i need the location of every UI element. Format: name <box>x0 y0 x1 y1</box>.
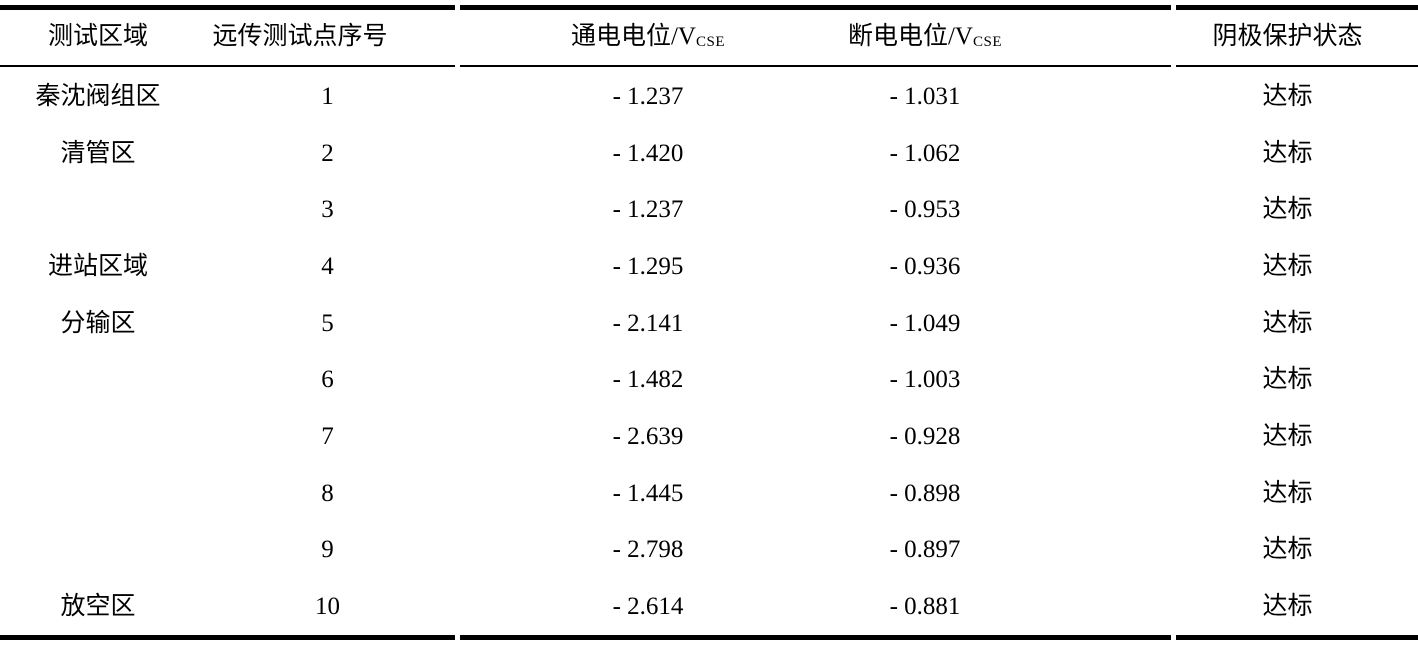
cell-point-number: 7 <box>321 422 334 450</box>
cell-test-area: 放空区 <box>60 593 136 621</box>
cell-cp-status: 达标 <box>1262 82 1313 110</box>
cell-point-number: 1 <box>321 82 334 110</box>
header-text: 通电电位/V <box>570 23 696 50</box>
cell-off-potential: - 1.031 <box>889 82 961 110</box>
cell-off-potential: - 0.881 <box>889 593 961 621</box>
rule-segment <box>0 5 455 10</box>
table-row: 分输区 5 - 2.141 - 1.049 达标 <box>0 295 1418 352</box>
cell-test-area <box>0 522 196 579</box>
cell-point-number: 10 <box>315 593 340 621</box>
cell-off-potential: - 0.953 <box>889 196 961 224</box>
cell-test-area <box>0 465 196 522</box>
cell-on-potential: - 1.237 <box>612 196 684 224</box>
cell-off-potential: - 0.898 <box>889 479 961 507</box>
cell-test-area <box>0 408 196 465</box>
cell-point-number: 5 <box>321 309 334 337</box>
cell-cp-status: 达标 <box>1262 139 1313 167</box>
cell-test-area: 分输区 <box>60 309 136 337</box>
cell-point-number: 3 <box>321 196 334 224</box>
cell-off-potential: - 0.936 <box>889 252 961 280</box>
cell-point-number: 8 <box>321 479 334 507</box>
table-header-rule <box>0 65 1418 67</box>
cell-on-potential: - 1.295 <box>612 252 684 280</box>
cell-off-potential: - 1.062 <box>889 139 961 167</box>
cell-test-area <box>0 351 196 408</box>
cell-cp-status: 达标 <box>1262 366 1313 394</box>
cell-cp-status: 达标 <box>1262 593 1313 621</box>
rule-segment <box>0 635 455 640</box>
rule-segment <box>1176 5 1418 10</box>
cell-on-potential: - 2.614 <box>612 593 684 621</box>
cell-on-potential: - 1.237 <box>612 82 684 110</box>
cell-point-number: 2 <box>321 139 334 167</box>
cell-on-potential: - 1.445 <box>612 479 684 507</box>
cell-test-area: 进站区域 <box>47 252 148 280</box>
column-header-point-number: 远传测试点序号 <box>212 23 388 50</box>
column-header-test-area: 测试区域 <box>47 23 148 50</box>
table-header-row: 测试区域 远传测试点序号 通电电位/V CSE 断电电位/V CSE 阴极保护状态 <box>0 8 1418 65</box>
cell-cp-status: 达标 <box>1262 196 1313 224</box>
cell-cp-status: 达标 <box>1262 252 1313 280</box>
table-row: 放空区 10 - 2.614 - 0.881 达标 <box>0 578 1418 635</box>
cell-on-potential: - 1.482 <box>612 366 684 394</box>
cell-cp-status: 达标 <box>1262 479 1313 507</box>
header-text: 断电电位/V <box>847 23 973 50</box>
cell-off-potential: - 0.928 <box>889 422 961 450</box>
table-row: 秦沈阀组区 1 - 1.237 - 1.031 达标 <box>0 68 1418 125</box>
table-row: 清管区 2 - 1.420 - 1.062 达标 <box>0 125 1418 182</box>
table-row: 6 - 1.482 - 1.003 达标 <box>0 351 1418 408</box>
rule-segment <box>460 635 1171 640</box>
cell-off-potential: - 1.003 <box>889 366 961 394</box>
cell-test-area: 秦沈阀组区 <box>35 82 161 110</box>
cell-cp-status: 达标 <box>1262 422 1313 450</box>
column-header-off-potential: 断电电位/V CSE <box>675 8 1175 65</box>
cell-point-number: 9 <box>321 536 334 564</box>
cell-cp-status: 达标 <box>1262 309 1313 337</box>
cell-off-potential: - 1.049 <box>889 309 961 337</box>
cse-subscript: CSE <box>696 34 726 50</box>
table-row: 7 - 2.639 - 0.928 达标 <box>0 408 1418 465</box>
rule-segment <box>0 65 455 67</box>
column-header-on-potential: 通电电位/V CSE <box>398 8 898 65</box>
rule-segment <box>1176 635 1418 640</box>
column-header-cp-status: 阴极保护状态 <box>1212 23 1363 50</box>
cell-off-potential: - 0.897 <box>889 536 961 564</box>
table-row: 进站区域 4 - 1.295 - 0.936 达标 <box>0 238 1418 295</box>
cell-on-potential: - 1.420 <box>612 139 684 167</box>
cell-test-area: 清管区 <box>60 139 136 167</box>
rule-segment <box>460 65 1171 67</box>
cell-cp-status: 达标 <box>1262 536 1313 564</box>
rule-segment <box>1176 65 1418 67</box>
cell-test-area <box>0 181 196 238</box>
cell-on-potential: - 2.141 <box>612 309 684 337</box>
table-body: 秦沈阀组区 1 - 1.237 - 1.031 达标 清管区 2 - 1.420… <box>0 68 1418 635</box>
table-row: 3 - 1.237 - 0.953 达标 <box>0 181 1418 238</box>
cell-on-potential: - 2.639 <box>612 422 684 450</box>
table-row: 9 - 2.798 - 0.897 达标 <box>0 522 1418 579</box>
cse-subscript: CSE <box>973 34 1003 50</box>
cell-point-number: 6 <box>321 366 334 394</box>
table-row: 8 - 1.445 - 0.898 达标 <box>0 465 1418 522</box>
cell-on-potential: - 2.798 <box>612 536 684 564</box>
table-top-rule <box>0 5 1418 10</box>
cell-point-number: 4 <box>321 252 334 280</box>
table-bottom-rule <box>0 635 1418 640</box>
rule-segment <box>460 5 1171 10</box>
